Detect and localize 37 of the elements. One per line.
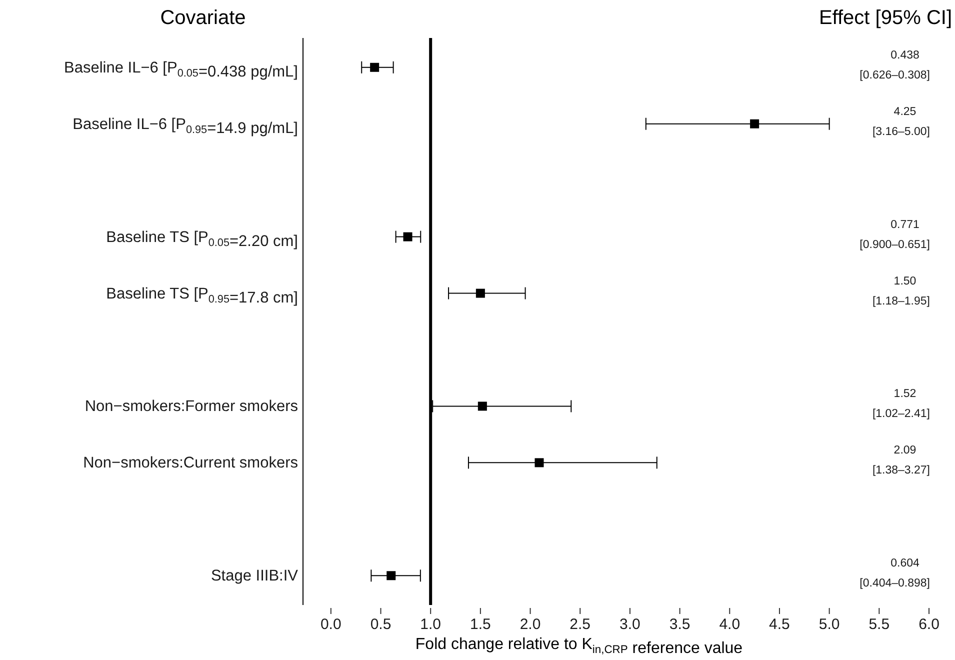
y-tick-label: Baseline IL−6 [P$_{0.05}$=0.438 pg/mL]	[64, 59, 298, 80]
x-tick-label: 3.5	[669, 616, 690, 633]
annotation: 4.25 [3.16–5.00]	[872, 106, 930, 138]
y-tick-label: Baseline TS [P$_{0.05}$=2.20 cm]	[106, 228, 298, 250]
x-axis-title: Fold change relative to K$_{in,CRP}$ reference value	[415, 636, 743, 657]
x-tick-label: 5.5	[868, 616, 890, 633]
point	[370, 62, 380, 72]
point	[403, 232, 412, 242]
y-tick-label: Baseline IL−6 [P$_{0.95}$=14.9 pg/mL]	[72, 116, 298, 137]
x-tick-label: 6.0	[918, 616, 940, 633]
text: Effect [95% CI]	[818, 7, 952, 29]
annotation: 0.771 [0.900–0.651]	[860, 218, 930, 251]
point	[386, 571, 396, 580]
x-tick-label: 3.0	[620, 616, 640, 633]
point	[478, 402, 487, 411]
point	[750, 119, 760, 128]
x-tick-label: 0.5	[370, 616, 392, 633]
annotation: 1.52 [1.02–2.41]	[872, 388, 930, 420]
x-tick-label: 4.0	[719, 616, 740, 633]
x-tick-label: 2.5	[570, 616, 591, 633]
y-axis-title: Covariate	[160, 7, 246, 29]
annotation: 2.09 [1.38–3.27]	[872, 444, 930, 477]
annotation: 0.438 [0.626–0.308]	[860, 49, 930, 82]
y-tick-label: Non−smokers:Former smokers	[84, 398, 298, 416]
x-tick-label: 2.0	[520, 616, 541, 633]
annotation: 1.50 [1.18–1.95]	[872, 275, 930, 308]
x-tick-label: 0.0	[320, 616, 342, 633]
point	[476, 288, 485, 298]
y-tick-label: Stage IIIB:IV	[210, 568, 299, 585]
annotation: 0.604 [0.404–0.898]	[860, 558, 930, 590]
x-tick-label: 5.0	[818, 616, 840, 633]
x-tick-label: 1.0	[420, 616, 442, 633]
y-tick-label: Baseline TS [P$_{0.95}$=17.8 cm]	[106, 285, 298, 306]
x-tick-label: 1.5	[470, 616, 491, 633]
point	[534, 458, 544, 468]
x-tick-label: 4.5	[769, 616, 790, 633]
y-tick-label: Non−smokers:Current smokers	[83, 454, 298, 472]
